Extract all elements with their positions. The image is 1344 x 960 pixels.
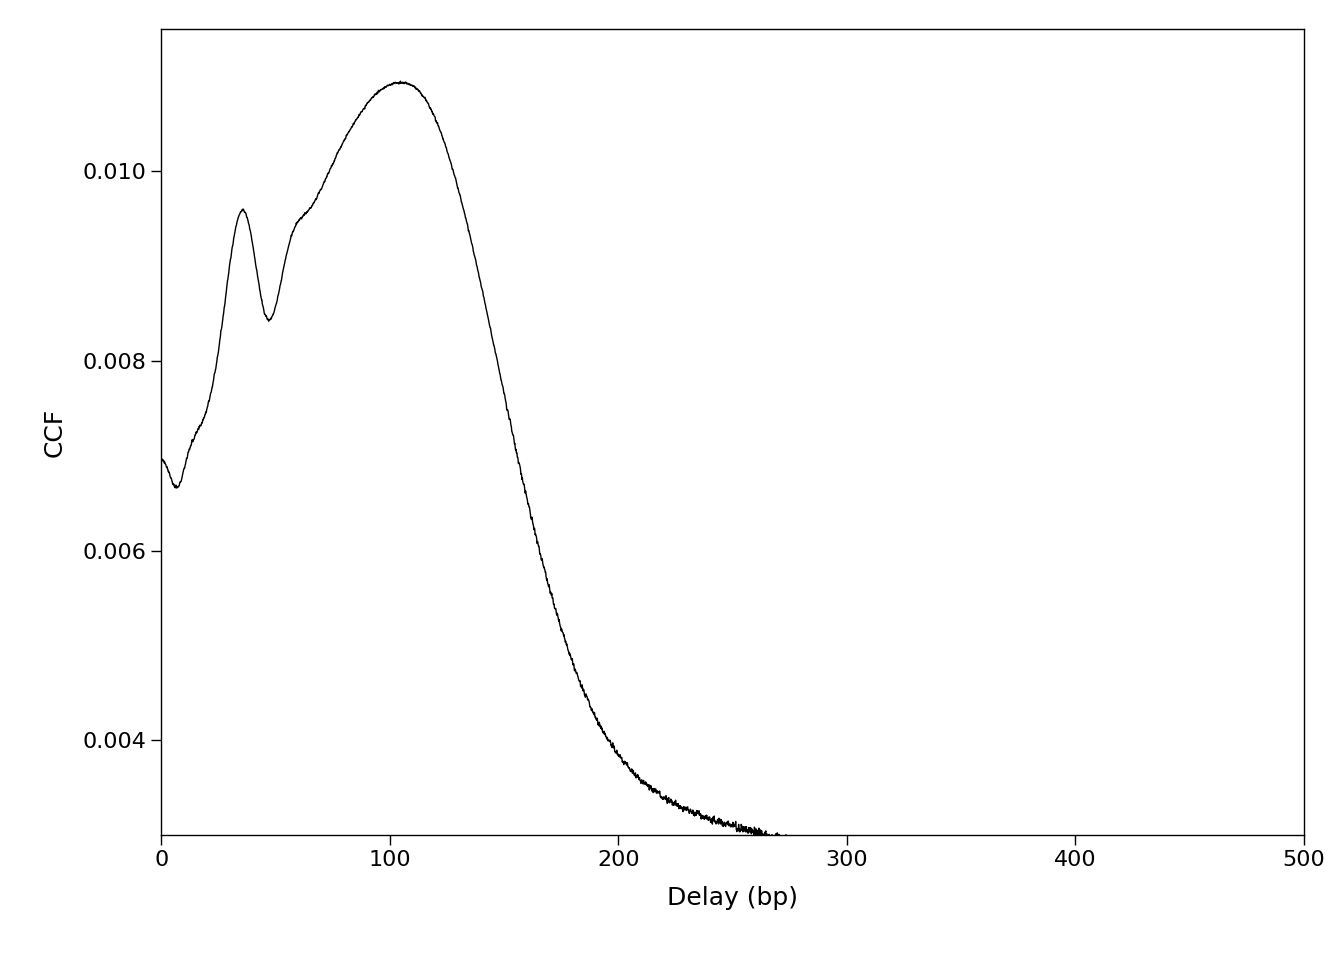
X-axis label: Delay (bp): Delay (bp) (667, 886, 798, 910)
Y-axis label: CCF: CCF (42, 407, 66, 457)
